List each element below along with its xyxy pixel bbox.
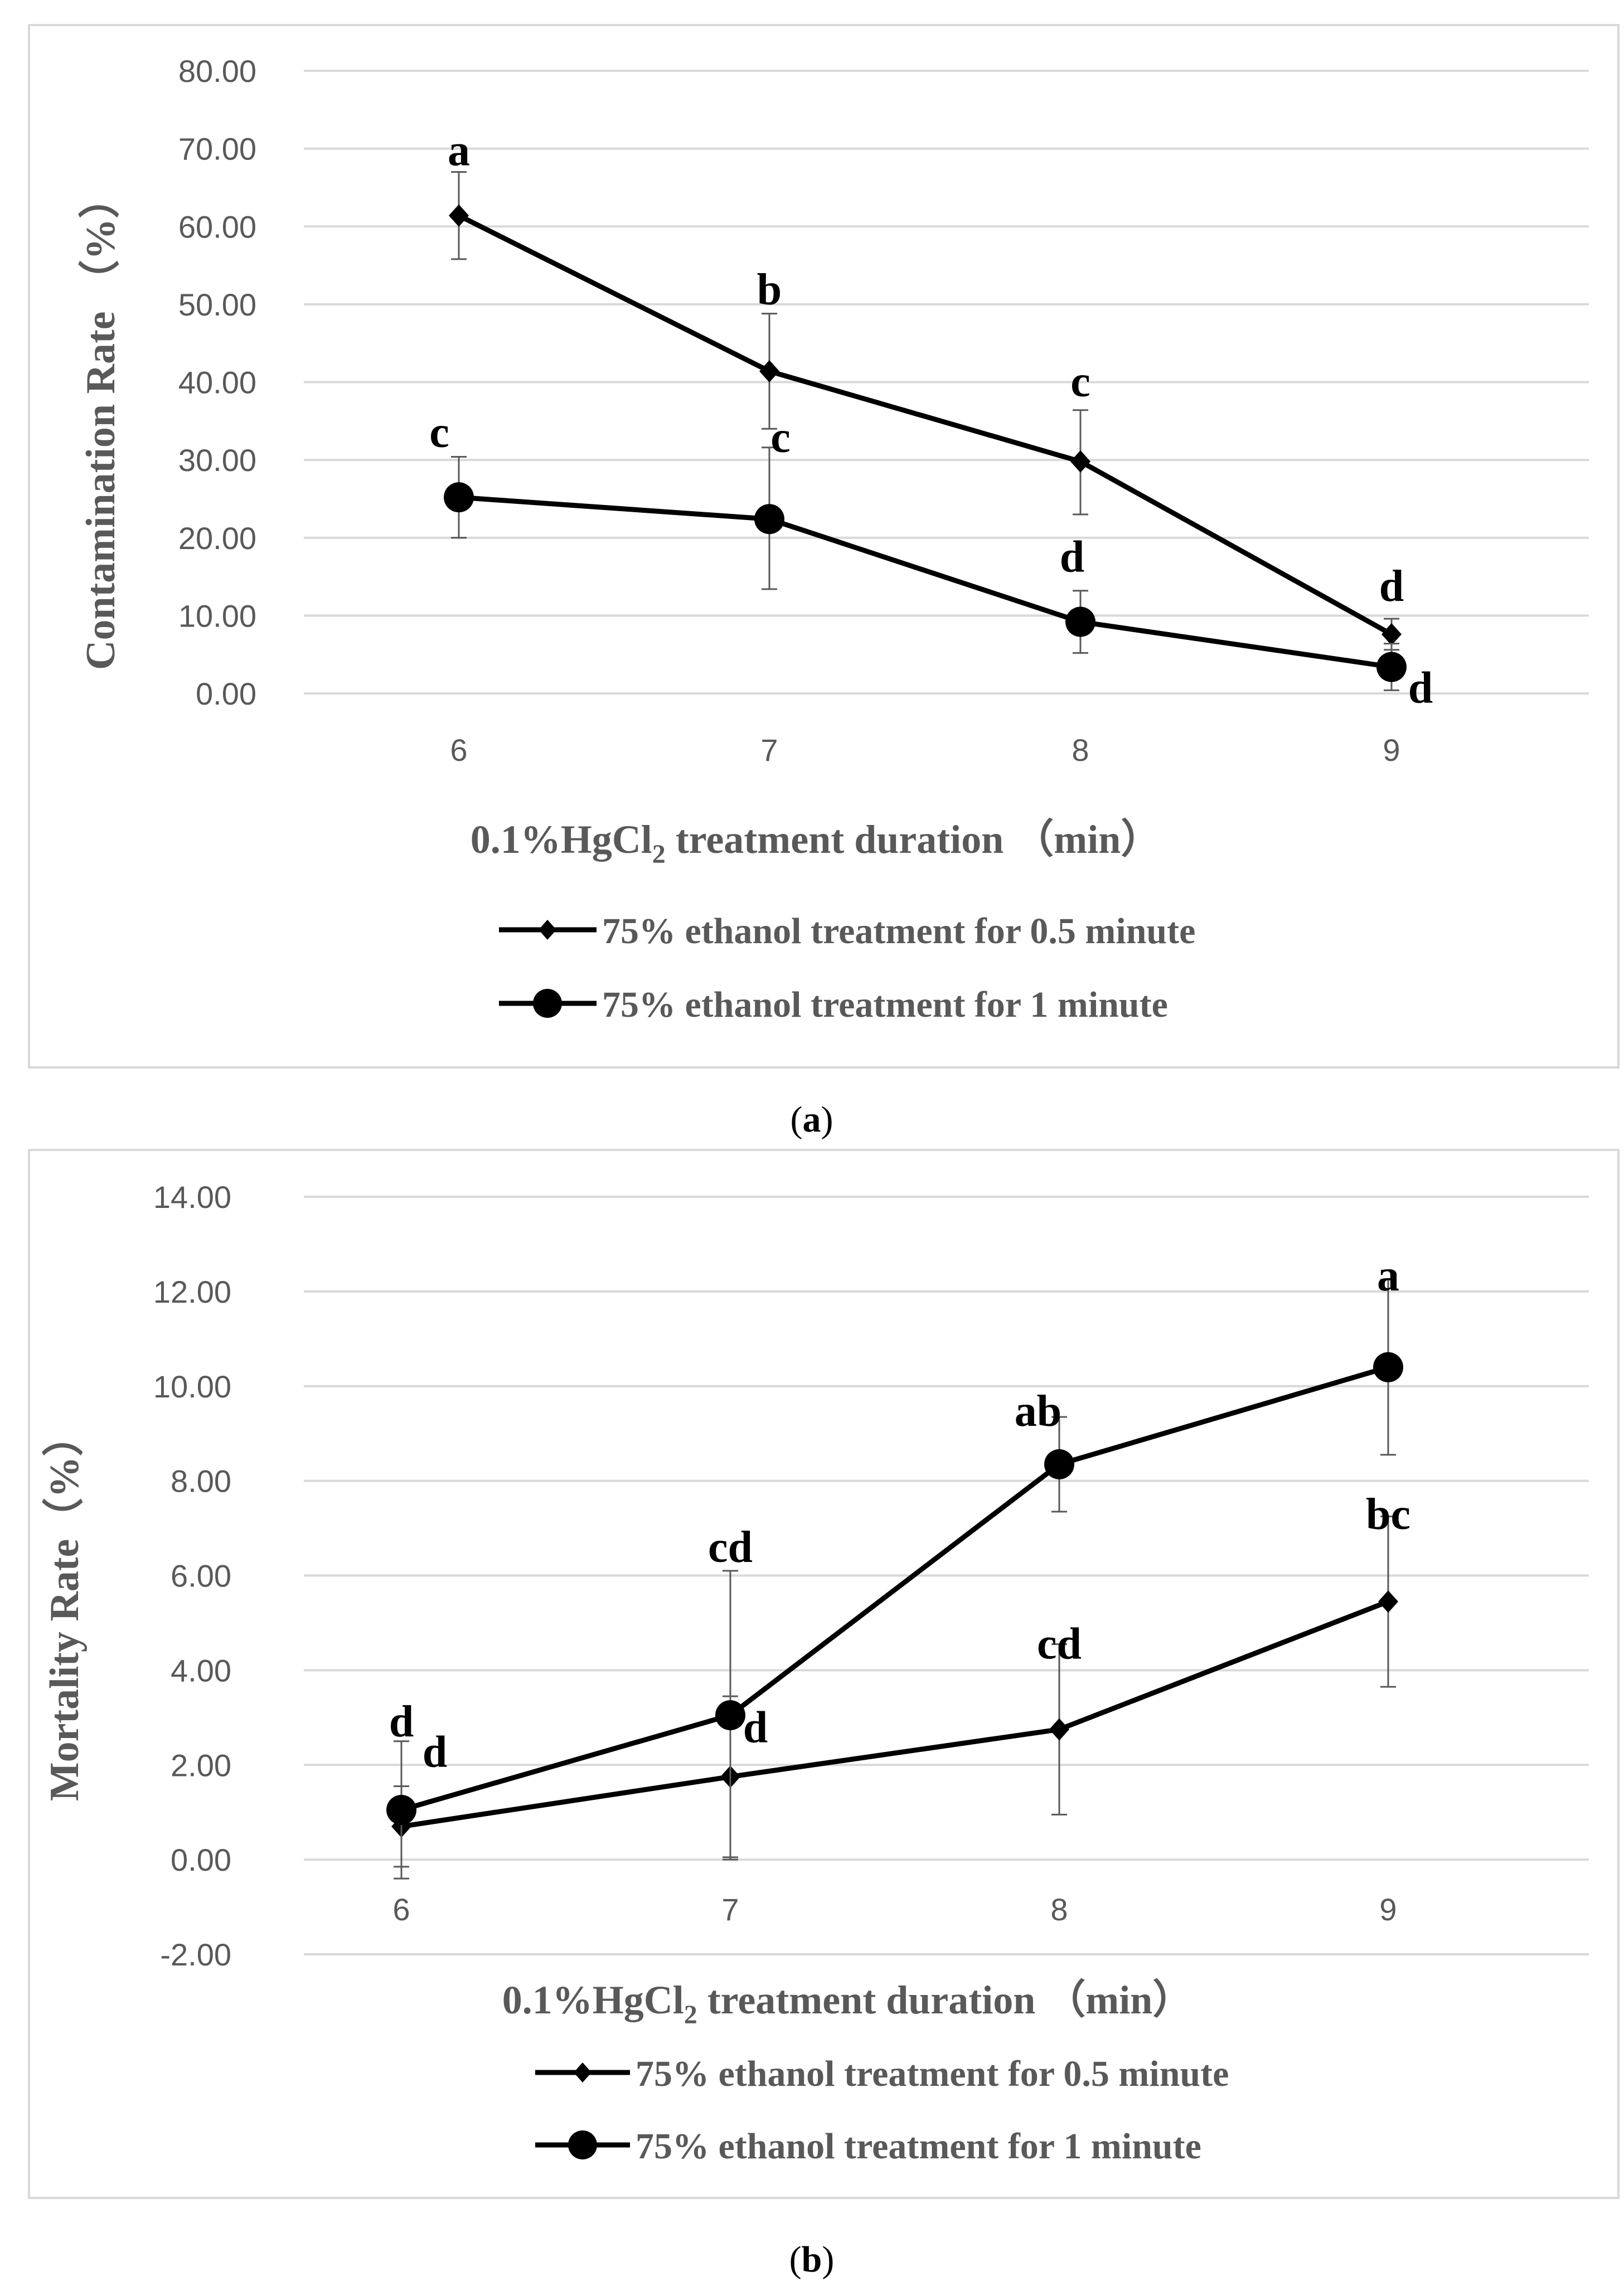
y-tick-label: 20.00 [178, 521, 256, 556]
legend-a-label-diamond: 75% ethanol treatment for 0.5 minute [602, 911, 1195, 952]
panel-b-legend: 75% ethanol treatment for 0.5 minute 75%… [535, 2054, 1229, 2167]
significance-letter: d [423, 1728, 448, 1777]
y-tick-label: 2.00 [171, 1748, 231, 1783]
data-point-circle [1044, 1449, 1074, 1479]
x-tick-label: 8 [1072, 732, 1089, 768]
x-tick-label: 9 [1383, 732, 1400, 768]
legend-b-diamond-marker [574, 2062, 592, 2083]
x-tick-label: 7 [760, 732, 778, 768]
y-tick-label: 10.00 [153, 1369, 231, 1404]
data-point-diamond [1378, 1590, 1398, 1613]
significance-letter: bc [1366, 1490, 1410, 1539]
y-tick-label: -2.00 [160, 1937, 231, 1972]
panel-b-frame [28, 1149, 1620, 2199]
significance-letter: cd [708, 1523, 753, 1572]
y-tick-label: 8.00 [171, 1464, 231, 1499]
y-tick-label: 30.00 [178, 443, 256, 478]
y-tick-label: 10.00 [178, 598, 256, 633]
series-line [401, 1599, 1389, 1829]
y-tick-label: 6.00 [171, 1559, 231, 1594]
data-point-circle [1373, 1352, 1403, 1382]
panel-b-plot: -2.00 0.00 2.00 4.00 6.00 8.00 10.00 12.00 14.00… [153, 1179, 1589, 1972]
y-tick-label: 40.00 [178, 365, 256, 400]
significance-letter: c [429, 408, 449, 457]
y-tick-label: 0.00 [196, 676, 256, 711]
data-point-circle [386, 1794, 416, 1825]
series-line [457, 213, 1393, 637]
data-point-circle [444, 482, 474, 513]
data-point-circle [1376, 652, 1407, 682]
significance-letter: c [1070, 357, 1090, 406]
x-tick-label: 6 [450, 732, 467, 768]
significance-letter: ab [1015, 1387, 1062, 1436]
y-tick-label: 50.00 [178, 287, 256, 322]
series-line [458, 494, 1392, 669]
x-tick-label: 6 [392, 1892, 410, 1927]
panel-a-ylabel: Contamination Rate （%） [78, 177, 124, 670]
significance-letter: d [389, 1697, 414, 1746]
x-tick-label: 8 [1050, 1892, 1068, 1927]
y-tick-label: 12.00 [153, 1274, 231, 1309]
significance-letter: d [1060, 533, 1085, 582]
panel-a-legend: 75% ethanol treatment for 0.5 minute 75%… [499, 911, 1195, 1025]
y-tick-label: 0.00 [171, 1842, 231, 1877]
panel-b-xlabel: 0.1%HgCl2 treatment duration （min） [502, 1978, 1193, 2030]
legend-a-label-circle: 75% ethanol treatment for 1 minute [602, 984, 1168, 1025]
data-point-diamond [1381, 623, 1402, 645]
data-point-diamond [449, 204, 469, 227]
y-tick-label: 14.00 [153, 1179, 231, 1215]
data-point-diamond [1049, 1718, 1069, 1741]
data-point-diamond [1070, 450, 1090, 473]
legend-a-circle-marker [533, 989, 562, 1018]
panel-a-plot: 0.00 10.00 20.00 30.00 40.00 50.00 60.00 70.00 8… [178, 54, 1589, 768]
panel-a-frame [28, 24, 1620, 1069]
significance-letter: c [770, 413, 791, 462]
data-point-circle [1065, 606, 1095, 637]
y-tick-label: 60.00 [178, 209, 256, 244]
significance-letter: b [757, 265, 782, 314]
significance-letter: d [1379, 562, 1404, 611]
significance-letter: d [743, 1703, 768, 1752]
y-tick-label: 4.00 [171, 1653, 231, 1688]
y-tick-label: 70.00 [178, 132, 256, 167]
x-tick-label: 7 [721, 1892, 739, 1927]
panel-a-xlabel: 0.1%HgCl2 treatment duration （min） [471, 817, 1161, 869]
data-point-circle [715, 1700, 745, 1731]
y-tick-label: 80.00 [178, 54, 256, 89]
panel-a-caption: (a) [791, 1099, 833, 1140]
legend-b-label-circle: 75% ethanol treatment for 1 minute [636, 2126, 1201, 2167]
series-line [400, 1365, 1389, 1813]
data-point-circle [754, 504, 784, 535]
x-tick-label: 9 [1379, 1892, 1397, 1927]
significance-letter: a [448, 127, 470, 176]
data-point-diamond [759, 360, 779, 382]
significance-letter: d [1408, 664, 1433, 713]
significance-letter: a [1377, 1251, 1399, 1300]
panel-b-caption: (b) [789, 2239, 835, 2280]
panel-b-ylabel: Mortality Rate（%） [42, 1415, 88, 1802]
significance-letter: cd [1037, 1620, 1082, 1669]
legend-a-diamond-marker [539, 920, 556, 940]
legend-b-circle-marker [568, 2130, 597, 2159]
legend-b-label-diamond: 75% ethanol treatment for 0.5 minute [636, 2054, 1229, 2094]
